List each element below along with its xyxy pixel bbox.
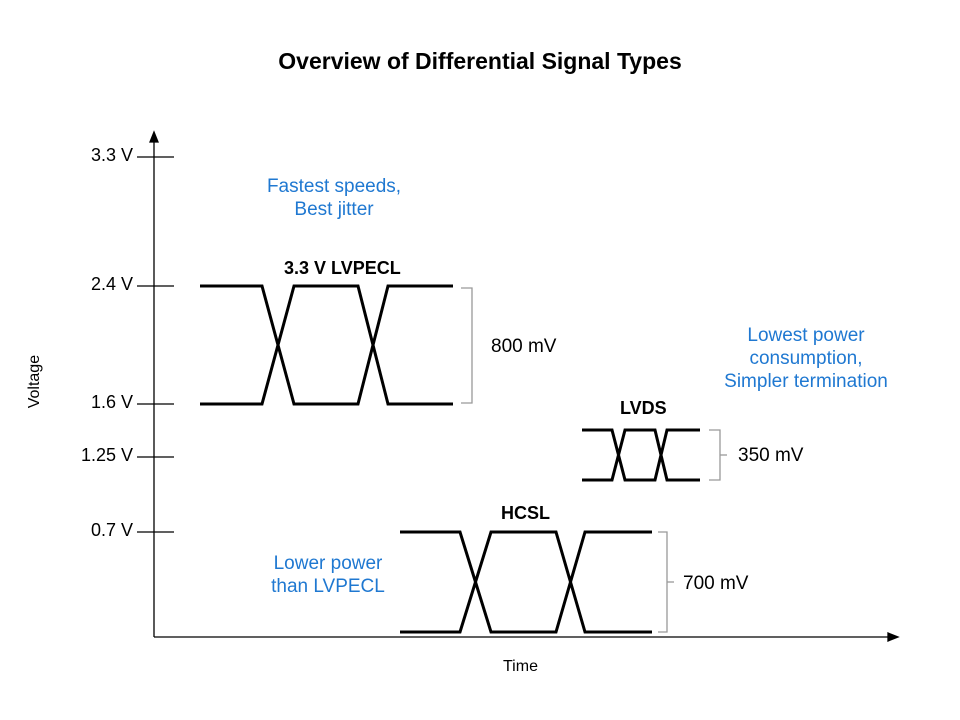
y-tick-label: 1.25 V bbox=[80, 445, 133, 465]
x-axis-arrow bbox=[887, 632, 900, 642]
y-axis-arrow bbox=[149, 130, 159, 143]
note-line: Fastest speeds, bbox=[266, 176, 402, 197]
axes bbox=[137, 130, 900, 642]
note-line: Simpler termination bbox=[724, 370, 888, 392]
lvds-label: LVDS bbox=[620, 398, 667, 418]
hcsl-swing-label: 700 mV bbox=[683, 573, 749, 594]
note-line: than LVPECL bbox=[271, 575, 385, 597]
page-title: Overview of Differential Signal Types bbox=[278, 48, 682, 74]
lvpecl-swing-bracket bbox=[461, 287, 473, 404]
hcsl-label: HCSL bbox=[501, 503, 550, 523]
lvpecl-note: Fastest speeds, Best jitter bbox=[234, 176, 434, 222]
hcsl-waveform bbox=[400, 530, 652, 634]
note-line: consumption, bbox=[749, 347, 863, 369]
y-tick-label: 3.3 V bbox=[90, 145, 133, 165]
note-line: Best jitter bbox=[294, 198, 374, 220]
lvpecl-label: 3.3 V LVPECL bbox=[284, 258, 401, 278]
y-tick-label: 1.6 V bbox=[90, 392, 133, 412]
y-tick-label: 0.7 V bbox=[90, 520, 133, 540]
x-axis-label: Time bbox=[503, 658, 538, 675]
lvds-note: Lowest power consumption, Simpler termin… bbox=[700, 325, 912, 393]
note-line: Lowest power bbox=[747, 325, 865, 346]
hcsl-note: Lower power than LVPECL bbox=[238, 553, 418, 599]
note-line: Lower power bbox=[273, 553, 383, 574]
lvds-swing-bracket bbox=[709, 429, 721, 481]
hcsl-swing-bracket bbox=[658, 531, 668, 633]
y-tick-label: 2.4 V bbox=[90, 274, 133, 294]
lvpecl-waveform bbox=[200, 284, 453, 406]
lvpecl-swing-label: 800 mV bbox=[491, 336, 557, 357]
lvds-swing-label: 350 mV bbox=[738, 445, 804, 466]
y-axis-label: Voltage bbox=[26, 354, 44, 409]
lvds-waveform bbox=[582, 428, 700, 482]
